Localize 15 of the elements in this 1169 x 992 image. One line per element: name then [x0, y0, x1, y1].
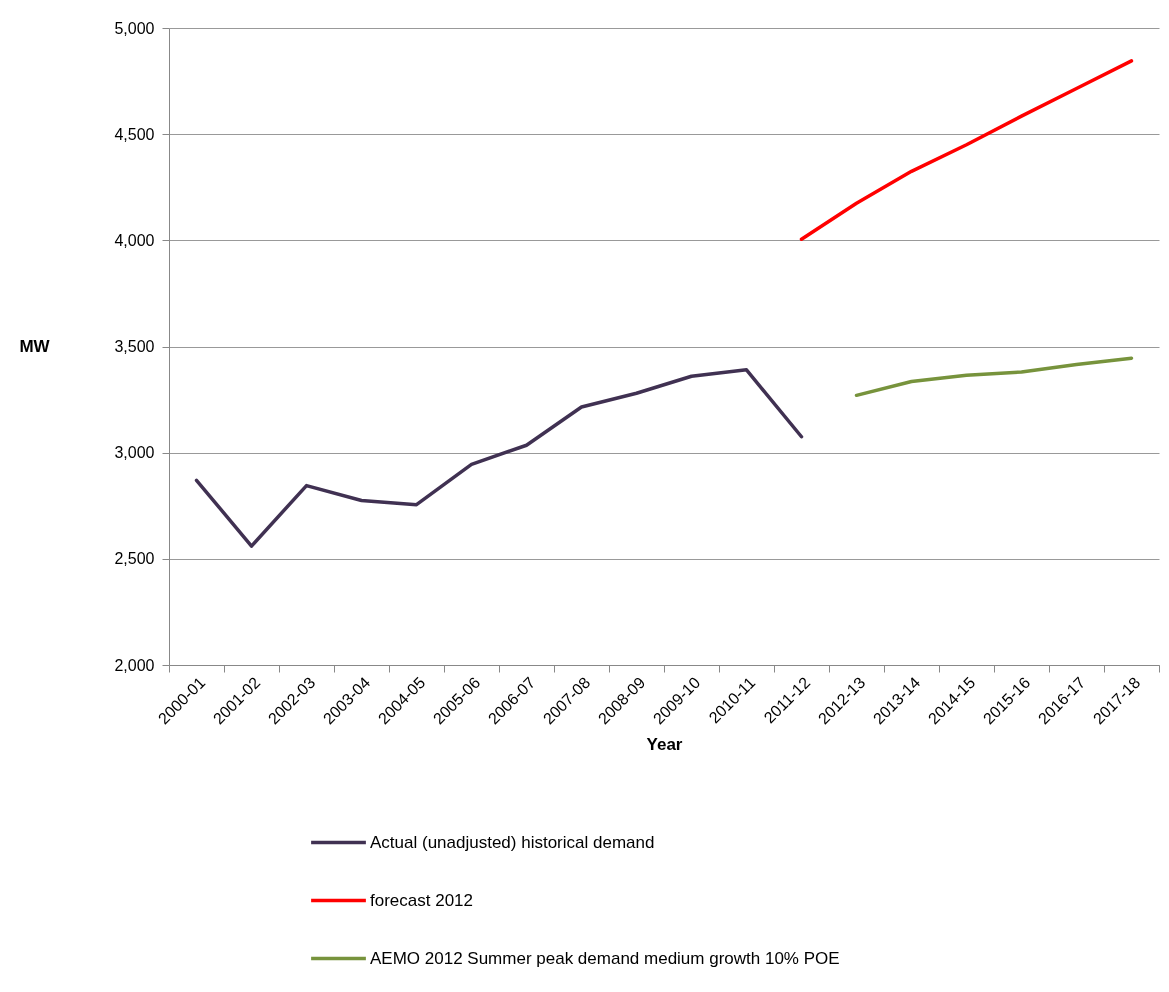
- y-tick-label: 4,500: [114, 125, 155, 143]
- line-series: [194, 368, 804, 548]
- y-tick-label: 3,500: [114, 338, 155, 355]
- y-tick-label: 2,000: [114, 656, 155, 674]
- y-tick-label: 3,000: [114, 444, 155, 462]
- legend-label: Actual (unadjusted) historical demand: [370, 832, 655, 852]
- line-series: [854, 356, 1134, 398]
- legend-label: AEMO 2012 Summer peak demand medium growth 10% POE: [370, 948, 840, 968]
- legend-label: forecast 2012: [370, 890, 474, 910]
- y-tick-label: 2,500: [114, 550, 155, 568]
- y-tick-label: 4,000: [114, 231, 155, 249]
- y-axis-title: MW: [19, 336, 51, 356]
- x-axis-title: Year: [646, 735, 683, 755]
- y-tick-label: 5,000: [114, 19, 155, 37]
- line-series: [799, 59, 1134, 242]
